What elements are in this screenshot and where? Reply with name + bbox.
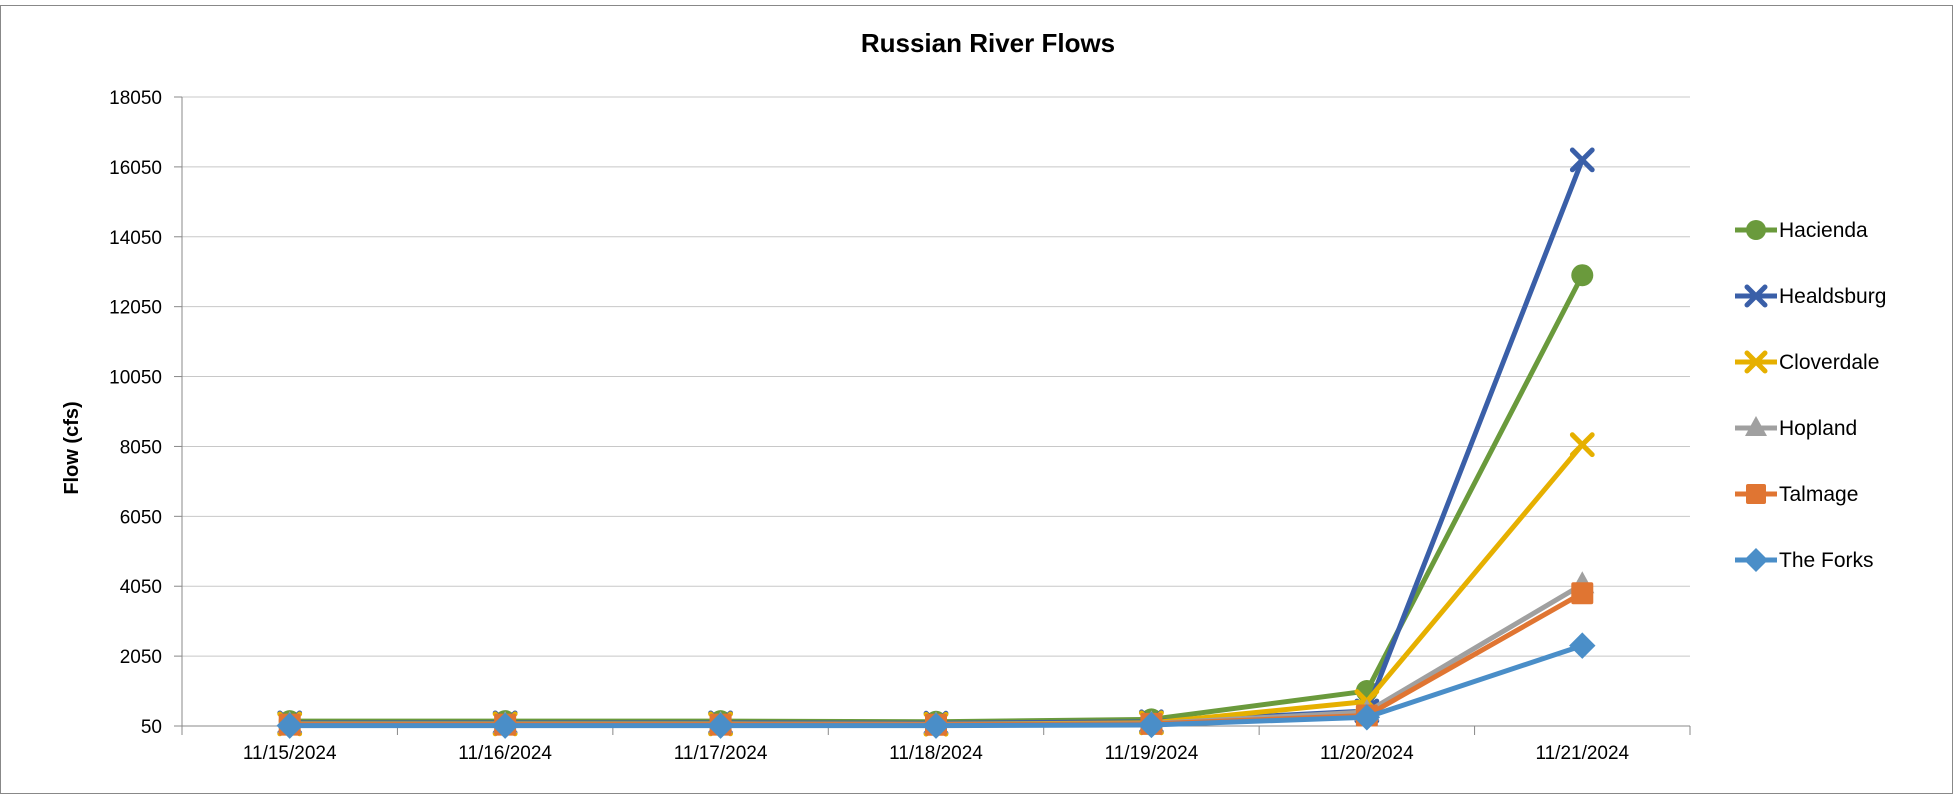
x-tick-label: 11/20/2024 (1320, 743, 1414, 764)
series-lines (276, 147, 1596, 739)
legend-label: Cloverdale (1779, 351, 1879, 374)
y-tick-label: 2050 (120, 647, 162, 668)
data-point-the-forks (1353, 704, 1381, 731)
y-axis-title: Flow (cfs) (61, 401, 83, 494)
chart-frame (0, 5, 1953, 794)
y-tick-label: 10050 (109, 368, 162, 389)
data-point-the-forks (491, 712, 519, 739)
x-tick-label: 11/17/2024 (674, 743, 768, 764)
x-tick-label: 11/16/2024 (458, 743, 552, 764)
y-tick-label: 8050 (120, 437, 162, 458)
legend-label: The Forks (1779, 549, 1874, 572)
gridlines (182, 96, 1690, 657)
y-tick-labels: 50 2050 4050 6050 8050 10050 12050 14050 16050 18… (109, 88, 162, 738)
data-point-cloverdale (1569, 432, 1595, 458)
legend-item-the-forks: The Forks (1735, 548, 1874, 572)
x-tick-label: 11/19/2024 (1105, 743, 1199, 764)
legend-label: Hacienda (1779, 219, 1868, 242)
data-point-healdsburg (1569, 147, 1595, 173)
series-the-forks (276, 632, 1596, 739)
y-tick-label: 50 (141, 717, 162, 738)
x-tick-label: 11/15/2024 (243, 743, 337, 764)
x-tick-label: 11/21/2024 (1535, 743, 1629, 764)
legend-marker (1745, 416, 1767, 436)
legend-item-hopland: Hopland (1735, 416, 1857, 440)
data-point-the-forks (707, 712, 734, 739)
data-point-talmage (1571, 582, 1594, 605)
data-point-the-forks (922, 712, 950, 739)
legend-item-hacienda: Hacienda (1735, 219, 1868, 242)
legend: Hacienda Healdsburg Cloverdale Hopland Talma… (1735, 219, 1886, 572)
x-tick-labels: 11/15/2024 11/16/2024 11/17/2024 11/18/2024… (243, 743, 1630, 764)
legend-label: Healdsburg (1779, 285, 1886, 308)
legend-item-healdsburg: Healdsburg (1735, 284, 1886, 308)
legend-marker (1744, 350, 1768, 374)
data-point-the-forks (1569, 632, 1596, 659)
y-tick-label: 18050 (109, 88, 162, 109)
data-point-the-forks (1138, 711, 1165, 739)
y-tick-label: 14050 (109, 228, 162, 249)
chart-title: Russian River Flows (861, 28, 1115, 58)
legend-marker (1744, 284, 1768, 308)
legend-marker (1744, 548, 1768, 572)
legend-item-cloverdale: Cloverdale (1735, 350, 1879, 374)
legend-label: Talmage (1779, 483, 1858, 506)
data-point-hacienda (1571, 264, 1594, 287)
y-tick-label: 4050 (120, 577, 162, 598)
legend-label: Hopland (1779, 417, 1857, 440)
y-tick-label: 16050 (109, 158, 162, 179)
x-tick-label: 11/18/2024 (889, 743, 983, 764)
legend-item-talmage: Talmage (1735, 483, 1858, 506)
data-point-the-forks (276, 712, 303, 739)
legend-marker (1746, 220, 1766, 240)
legend-marker (1746, 484, 1766, 504)
y-tick-label: 6050 (120, 507, 162, 528)
y-tick-label: 12050 (109, 298, 162, 319)
